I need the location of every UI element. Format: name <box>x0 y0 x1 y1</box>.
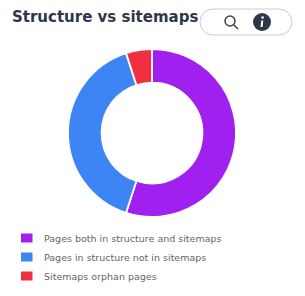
donut-slice <box>126 49 152 85</box>
toolbar <box>200 9 292 35</box>
search-icon[interactable] <box>225 16 238 29</box>
chart-container: Structure vs sitemaps Pages both in struc… <box>0 0 305 296</box>
donut <box>68 49 236 217</box>
background <box>0 0 305 296</box>
legend-swatch <box>21 234 33 243</box>
legend-label: Sitemaps orphan pages <box>44 271 157 282</box>
info-dot[interactable] <box>261 16 264 19</box>
toolbar-box <box>200 9 292 35</box>
donut-slice <box>126 49 236 217</box>
chart-svg: Structure vs sitemaps Pages both in struc… <box>0 0 305 296</box>
legend-label: Pages both in structure and sitemaps <box>44 233 222 244</box>
search-handle[interactable] <box>234 25 239 30</box>
info-icon[interactable] <box>253 13 271 31</box>
info-circle[interactable] <box>253 13 271 31</box>
legend-label: Pages in structure not in sitemaps <box>44 252 206 263</box>
title: Structure vs sitemaps <box>12 8 198 26</box>
legend-swatch <box>21 253 33 262</box>
donut-slice <box>68 53 136 213</box>
legend-swatch <box>21 272 33 281</box>
info-stem[interactable] <box>261 21 264 28</box>
legend: Pages both in structure and sitemaps Page… <box>21 233 222 282</box>
